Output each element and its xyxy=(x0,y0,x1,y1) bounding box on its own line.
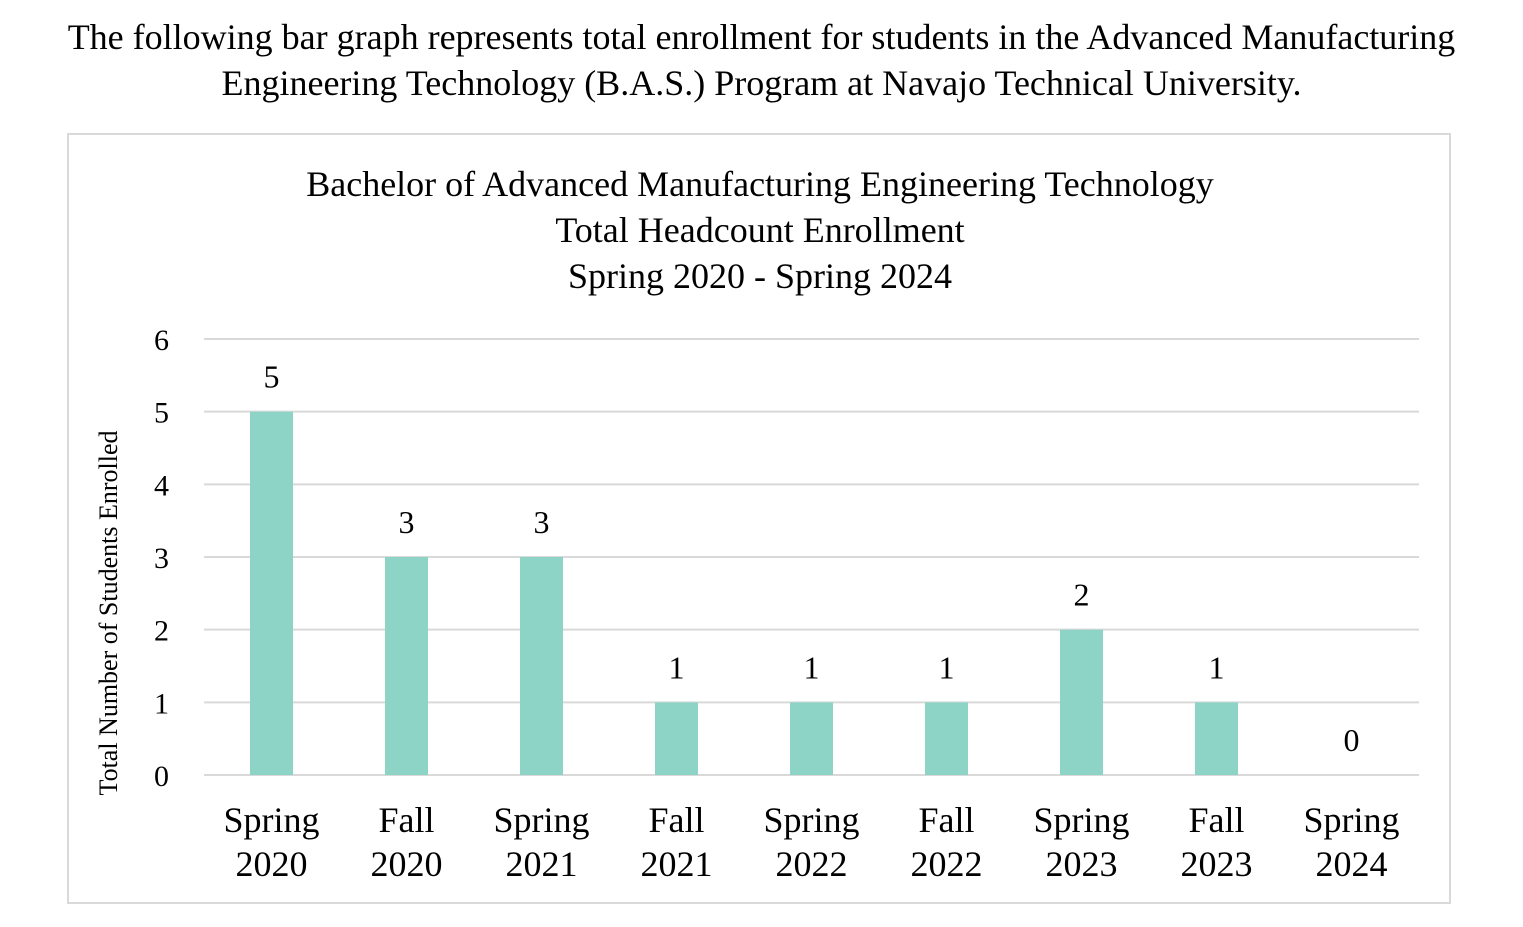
chart-title-line-1: Bachelor of Advanced Manufacturing Engin… xyxy=(306,164,1214,204)
x-tick-label-line: 2020 xyxy=(371,844,443,884)
chart-title-line-3: Spring 2020 - Spring 2024 xyxy=(568,256,952,296)
data-label: 2 xyxy=(1074,577,1090,613)
bar xyxy=(1195,702,1238,775)
y-tick-label: 3 xyxy=(154,542,169,575)
chart-title-line-2: Total Headcount Enrollment xyxy=(555,210,964,250)
data-label: 3 xyxy=(399,504,415,540)
x-tick-label-line: 2020 xyxy=(236,844,308,884)
y-tick-label: 4 xyxy=(154,469,169,502)
x-tick-label-line: Spring xyxy=(493,800,589,840)
x-tick-label-line: Fall xyxy=(378,800,434,840)
data-labels: 5 3 3 1 1 1 2 1 0 xyxy=(264,359,1360,758)
x-tick-label-line: 2022 xyxy=(776,844,848,884)
y-axis-ticks: 0 1 2 3 4 5 6 xyxy=(154,324,169,793)
x-axis-ticks: Spring2020Fall2020Spring2021Fall2021Spri… xyxy=(223,800,1399,884)
data-label: 3 xyxy=(534,504,550,540)
x-tick-label-line: 2021 xyxy=(506,844,578,884)
data-label: 1 xyxy=(804,649,820,685)
y-axis-label: Total Number of Students Enrolled xyxy=(94,430,123,795)
y-tick-label: 6 xyxy=(154,324,169,357)
x-tick-label-line: Spring xyxy=(1303,800,1399,840)
data-label: 1 xyxy=(1209,649,1225,685)
intro-line-1: The following bar graph represents total… xyxy=(67,17,1456,57)
chart-frame: Bachelor of Advanced Manufacturing Engin… xyxy=(67,133,1451,904)
bar xyxy=(385,557,428,775)
bar xyxy=(250,411,293,775)
x-tick-label-line: Fall xyxy=(918,800,974,840)
bar xyxy=(1060,629,1103,775)
y-tick-label: 5 xyxy=(154,397,169,430)
x-tick-label-line: 2023 xyxy=(1046,844,1118,884)
enrollment-bar-chart: Bachelor of Advanced Manufacturing Engin… xyxy=(94,164,1419,884)
x-tick-label-line: Spring xyxy=(763,800,859,840)
x-tick-label-line: 2021 xyxy=(641,844,713,884)
bar xyxy=(655,702,698,775)
bar xyxy=(520,557,563,775)
data-label: 1 xyxy=(939,649,955,685)
data-label: 5 xyxy=(264,359,280,395)
x-tick-label-line: Fall xyxy=(648,800,704,840)
bar xyxy=(925,702,968,775)
data-label: 0 xyxy=(1344,722,1360,758)
x-tick-label-line: 2022 xyxy=(911,844,983,884)
data-label: 1 xyxy=(669,649,685,685)
x-tick-label-line: 2023 xyxy=(1181,844,1253,884)
intro-line-2: Engineering Technology (B.A.S.) Program … xyxy=(221,63,1302,103)
y-tick-label: 0 xyxy=(154,760,169,793)
x-tick-label-line: Spring xyxy=(223,800,319,840)
chart-title: Bachelor of Advanced Manufacturing Engin… xyxy=(306,164,1214,296)
y-tick-label: 1 xyxy=(154,687,169,720)
x-tick-label-line: Fall xyxy=(1188,800,1244,840)
intro-text: The following bar graph represents total… xyxy=(0,14,1523,106)
bars xyxy=(250,411,1238,775)
y-tick-label: 2 xyxy=(154,615,169,648)
x-tick-label-line: Spring xyxy=(1033,800,1129,840)
x-tick-label-line: 2024 xyxy=(1316,844,1388,884)
bar xyxy=(790,702,833,775)
